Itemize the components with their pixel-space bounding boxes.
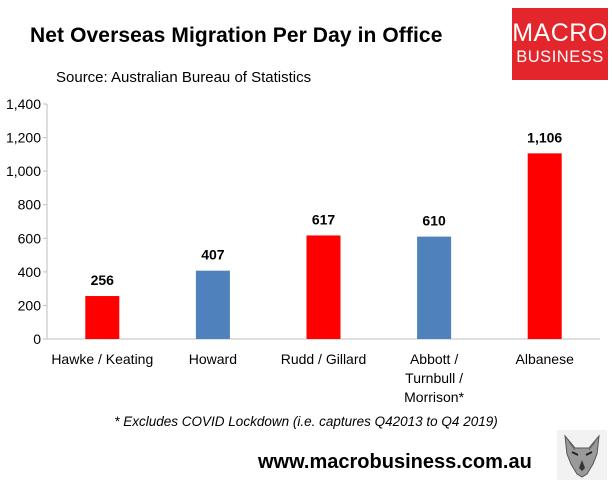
- y-tick-label: 400: [18, 264, 42, 280]
- footnote: * Excludes COVID Lockdown (i.e. captures…: [114, 414, 498, 429]
- website-url: www.macrobusiness.com.au: [258, 451, 532, 473]
- bar: [85, 296, 120, 339]
- y-tick-label: 1,200: [6, 130, 41, 146]
- bar: [527, 153, 562, 339]
- bar: [417, 236, 452, 339]
- data-label: 407: [201, 247, 225, 263]
- bar-chart: 0 200 400 600 800 1,000 1,200 1,400 256 Hawke / K…: [6, 96, 600, 405]
- y-tick-label: 1,400: [6, 96, 41, 112]
- x-tick-label: Morrison*: [404, 389, 464, 405]
- x-tick-label: Abbott /: [410, 351, 458, 367]
- x-tick-label: Hawke / Keating: [51, 351, 153, 367]
- wolf-logo-icon: [557, 430, 607, 480]
- chart-title: Net Overseas Migration Per Day in Office: [30, 24, 443, 47]
- data-label: 1,106: [527, 129, 562, 145]
- data-label: 256: [91, 272, 115, 288]
- x-tick-label: Albanese: [516, 351, 575, 367]
- y-tick-label: 0: [33, 331, 41, 347]
- x-tick-label: Turnbull /: [405, 370, 463, 386]
- macrobusiness-logo: MACRO BUSINESS: [512, 8, 608, 80]
- y-tick-label: 600: [18, 230, 42, 246]
- bar: [195, 270, 230, 339]
- logo-line-2: BUSINESS: [516, 48, 604, 66]
- x-tick-label: Rudd / Gillard: [281, 351, 367, 367]
- chart-subtitle: Source: Australian Bureau of Statistics: [56, 69, 312, 86]
- bar: [306, 235, 341, 339]
- y-tick-label: 1,000: [6, 163, 41, 179]
- y-tick-label: 800: [18, 197, 42, 213]
- y-tick-label: 200: [18, 297, 42, 313]
- data-label: 610: [422, 213, 446, 229]
- logo-line-1: MACRO: [512, 19, 608, 47]
- x-tick-label: Howard: [189, 351, 237, 367]
- data-label: 617: [312, 211, 336, 227]
